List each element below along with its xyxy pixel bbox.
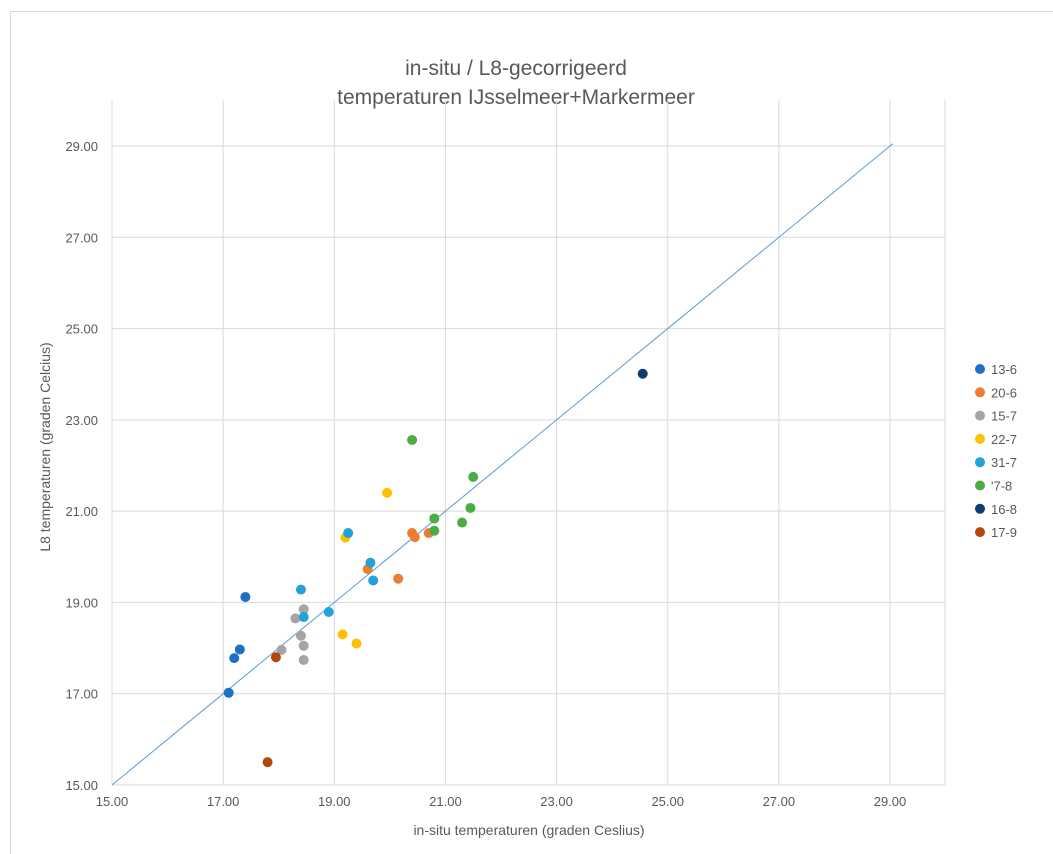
x-tick-label: 27.00 [763,794,796,809]
legend-marker [975,503,985,514]
data-point [298,640,309,651]
x-tick-label: 21.00 [429,794,462,809]
data-point [382,487,393,498]
data-point [298,604,309,615]
legend-label: 31-7 [991,455,1017,470]
chart-subtitle: temperaturen IJsselmeer+Markermeer [337,86,695,109]
data-point [270,652,281,663]
y-tick-label: 29.00 [65,139,98,154]
data-point [337,629,348,640]
legend-marker [975,433,985,444]
legend-label: '7-8 [991,479,1012,494]
data-point [365,557,376,568]
legend-label: 22-7 [991,432,1017,447]
legend-label: 20-6 [991,385,1017,400]
x-tick-label: 25.00 [651,794,684,809]
data-point [468,471,479,482]
x-tick-label: 15.00 [96,794,129,809]
x-tick-labels: 15.00 17.00 19.00 21.00 23.00 25.00 27.00 29.00 [96,794,907,809]
y-axis-label: L8 temperaturen (graden Celcius) [37,342,53,551]
legend-label: 16-8 [991,502,1017,517]
data-point [393,573,404,584]
data-point [295,584,306,595]
legend-marker [975,364,985,374]
data-point [298,612,309,623]
x-tick-label: 17.00 [207,794,240,809]
data-point [298,654,309,665]
x-tick-label: 19.00 [318,794,351,809]
data-point [323,607,334,618]
reference-line-group [111,143,894,786]
data-point [290,613,301,624]
y-tick-labels: 15.00 17.00 19.00 21.00 23.00 25.00 27.00 29.00 [65,139,98,793]
data-point [429,525,440,536]
data-point [262,757,273,768]
legend-marker [975,457,985,468]
data-point [295,630,306,641]
reference-line [111,143,894,786]
data-point [229,653,240,664]
data-point [223,687,234,698]
y-tick-label: 23.00 [65,413,98,428]
data-point [457,517,468,528]
legend-marker [975,480,985,491]
data-point [409,532,420,543]
x-axis-label: in-situ temperaturen (graden Ceslius) [413,822,644,838]
data-point [637,368,648,379]
data-point [351,638,362,649]
y-tick-label: 21.00 [65,504,98,519]
data-point [240,591,251,602]
y-tick-label: 27.00 [65,230,98,245]
y-tick-label: 15.00 [65,778,98,793]
data-point [343,528,354,539]
data-points [223,368,648,768]
legend: 13-6 20-6 15-7 22-7 31-7 '7-8 16-8 17-9 [975,362,1017,540]
data-point [276,644,287,655]
data-point [429,513,440,524]
data-point [234,644,245,655]
data-point [407,434,418,445]
legend-marker [975,387,985,398]
legend-label: 15-7 [991,409,1017,424]
chart-frame [10,11,1053,854]
legend-label: 13-6 [991,362,1017,377]
legend-marker [975,527,985,538]
data-point [368,575,379,586]
y-tick-label: 17.00 [65,687,98,702]
x-tick-label: 23.00 [540,794,573,809]
data-point [465,502,476,513]
y-tick-label: 25.00 [65,322,98,337]
y-tick-label: 19.00 [65,595,98,610]
legend-label: 17-9 [991,525,1017,540]
grid-lines [111,100,946,786]
chart-title: in-situ / L8-gecorrigeerd [405,57,627,80]
x-tick-label: 29.00 [874,794,907,809]
legend-marker [975,410,985,421]
